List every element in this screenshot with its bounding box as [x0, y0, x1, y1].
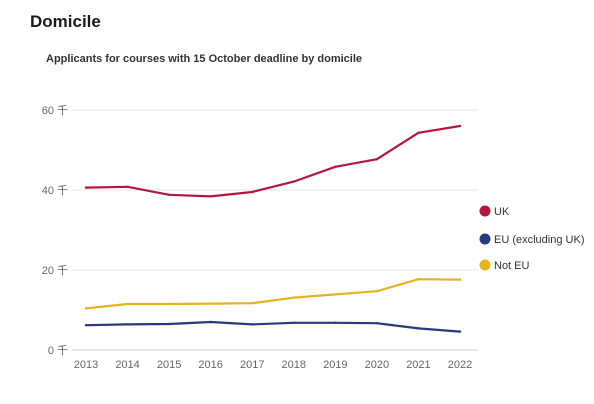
chart-subtitle: Applicants for courses with 15 October d… [46, 53, 363, 65]
data-point [375, 158, 379, 161]
x-tick-label: 2020 [365, 359, 389, 371]
legend-label: EU (excluding UK) [494, 234, 584, 246]
data-point [167, 322, 171, 326]
data-point [126, 323, 129, 326]
y-axis: 0 千 20 千 40 千 60 千 [42, 104, 68, 357]
legend-marker-icon [479, 233, 491, 245]
x-tick-label: 2013 [74, 359, 98, 371]
legend-label: Not EU [494, 260, 530, 272]
data-point [292, 296, 295, 299]
legend-item[interactable]: UK [479, 205, 510, 219]
data-point [292, 321, 295, 324]
y-tick-label: 60 千 [42, 104, 68, 117]
page-title: Domicile [30, 12, 101, 31]
y-tick-label: 20 千 [42, 264, 68, 277]
data-point [417, 327, 420, 330]
x-tick-label: 2016 [198, 359, 222, 371]
y-tick-label: 0 千 [48, 344, 68, 357]
x-tick-label: 2015 [157, 359, 181, 371]
data-point [251, 323, 254, 326]
series-line-1 [84, 124, 462, 198]
grid-lines [72, 109, 478, 351]
x-tick-label: 2018 [282, 359, 306, 371]
legend-marker-icon [479, 259, 491, 271]
legend-item[interactable]: Not EU [479, 259, 530, 273]
data-point [84, 307, 88, 310]
legend-item[interactable]: EU (excluding UK) [479, 233, 585, 247]
series-line-2 [84, 320, 462, 333]
data-point [334, 165, 337, 168]
data-point [251, 302, 254, 305]
series-line-3 [84, 278, 462, 310]
data-point [209, 195, 212, 198]
data-point [417, 278, 420, 281]
x-axis: 2013 2014 2015 2016 2017 2018 2019 2020 2021 2022 [74, 359, 472, 371]
data-point [251, 190, 254, 194]
data-point [417, 131, 420, 134]
data-point [458, 330, 462, 333]
data-point [334, 293, 337, 296]
data-point [126, 302, 129, 306]
x-tick-label: 2019 [323, 359, 347, 371]
data-point [334, 321, 337, 324]
data-point [458, 124, 462, 128]
data-point [84, 324, 88, 327]
data-point [167, 193, 171, 196]
x-tick-label: 2014 [115, 359, 139, 371]
legend-label: UK [494, 206, 510, 218]
data-point [167, 302, 171, 306]
y-tick-label: 40 千 [42, 184, 68, 197]
data-point [126, 185, 129, 188]
data-point [209, 302, 212, 305]
data-point [84, 186, 88, 189]
data-point [209, 320, 212, 324]
x-tick-label: 2022 [448, 359, 472, 371]
x-tick-label: 2017 [240, 359, 264, 371]
legend-marker-icon [479, 205, 491, 217]
data-point [375, 290, 379, 293]
legend[interactable]: UK EU (excluding UK) Not EU [479, 205, 585, 273]
data-point [458, 278, 462, 281]
x-tick-label: 2021 [406, 359, 430, 371]
data-point [292, 180, 295, 183]
series-lines [84, 124, 462, 333]
data-point [375, 322, 379, 325]
